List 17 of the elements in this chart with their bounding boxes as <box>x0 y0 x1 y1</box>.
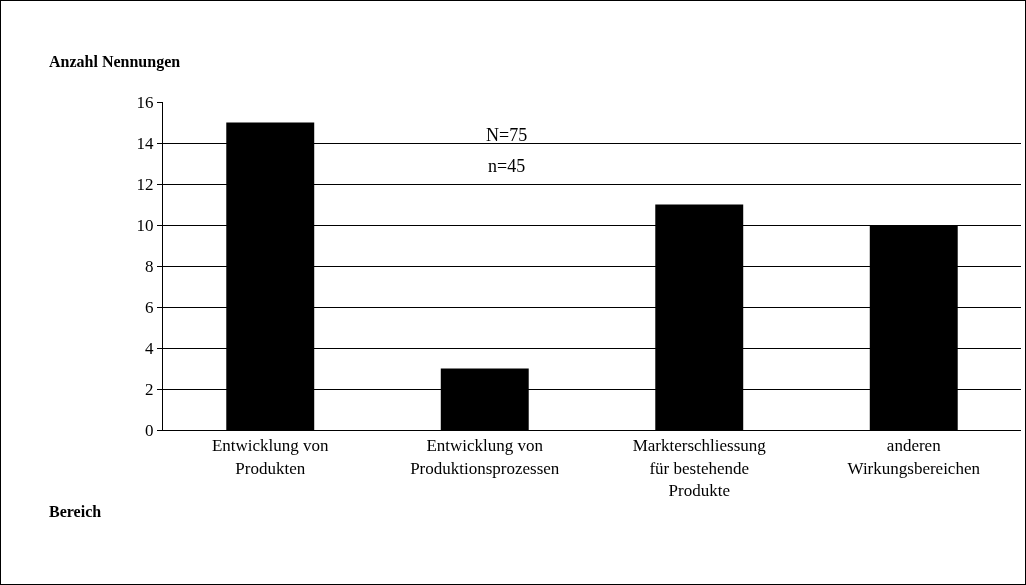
x-axis-title: Bereich <box>49 503 102 520</box>
y-tick-label: 8 <box>145 256 154 276</box>
x-tick-label: Entwicklung von Produkten <box>211 436 330 478</box>
x-tick-label: Markterschliessung für bestehende Produkte <box>632 436 767 500</box>
y-tick-label: 0 <box>145 420 154 440</box>
y-tick-label: 14 <box>136 133 155 153</box>
annotation: N=75 <box>486 125 528 145</box>
y-tick-label: 10 <box>136 215 154 235</box>
y-axis-title: Anzahl Nennungen <box>49 53 181 71</box>
y-tick-label: 16 <box>136 92 154 112</box>
x-tick-label: Entwicklung von Produktionsprozessen <box>410 436 560 478</box>
x-tick-label: anderen Wirkungsbereichen <box>847 436 981 478</box>
annotation: n=45 <box>488 156 526 176</box>
y-tick-label: 2 <box>145 379 154 399</box>
y-tick-label: 6 <box>145 297 154 317</box>
y-tick-label: 12 <box>136 174 154 194</box>
y-tick-label: 4 <box>145 338 155 358</box>
